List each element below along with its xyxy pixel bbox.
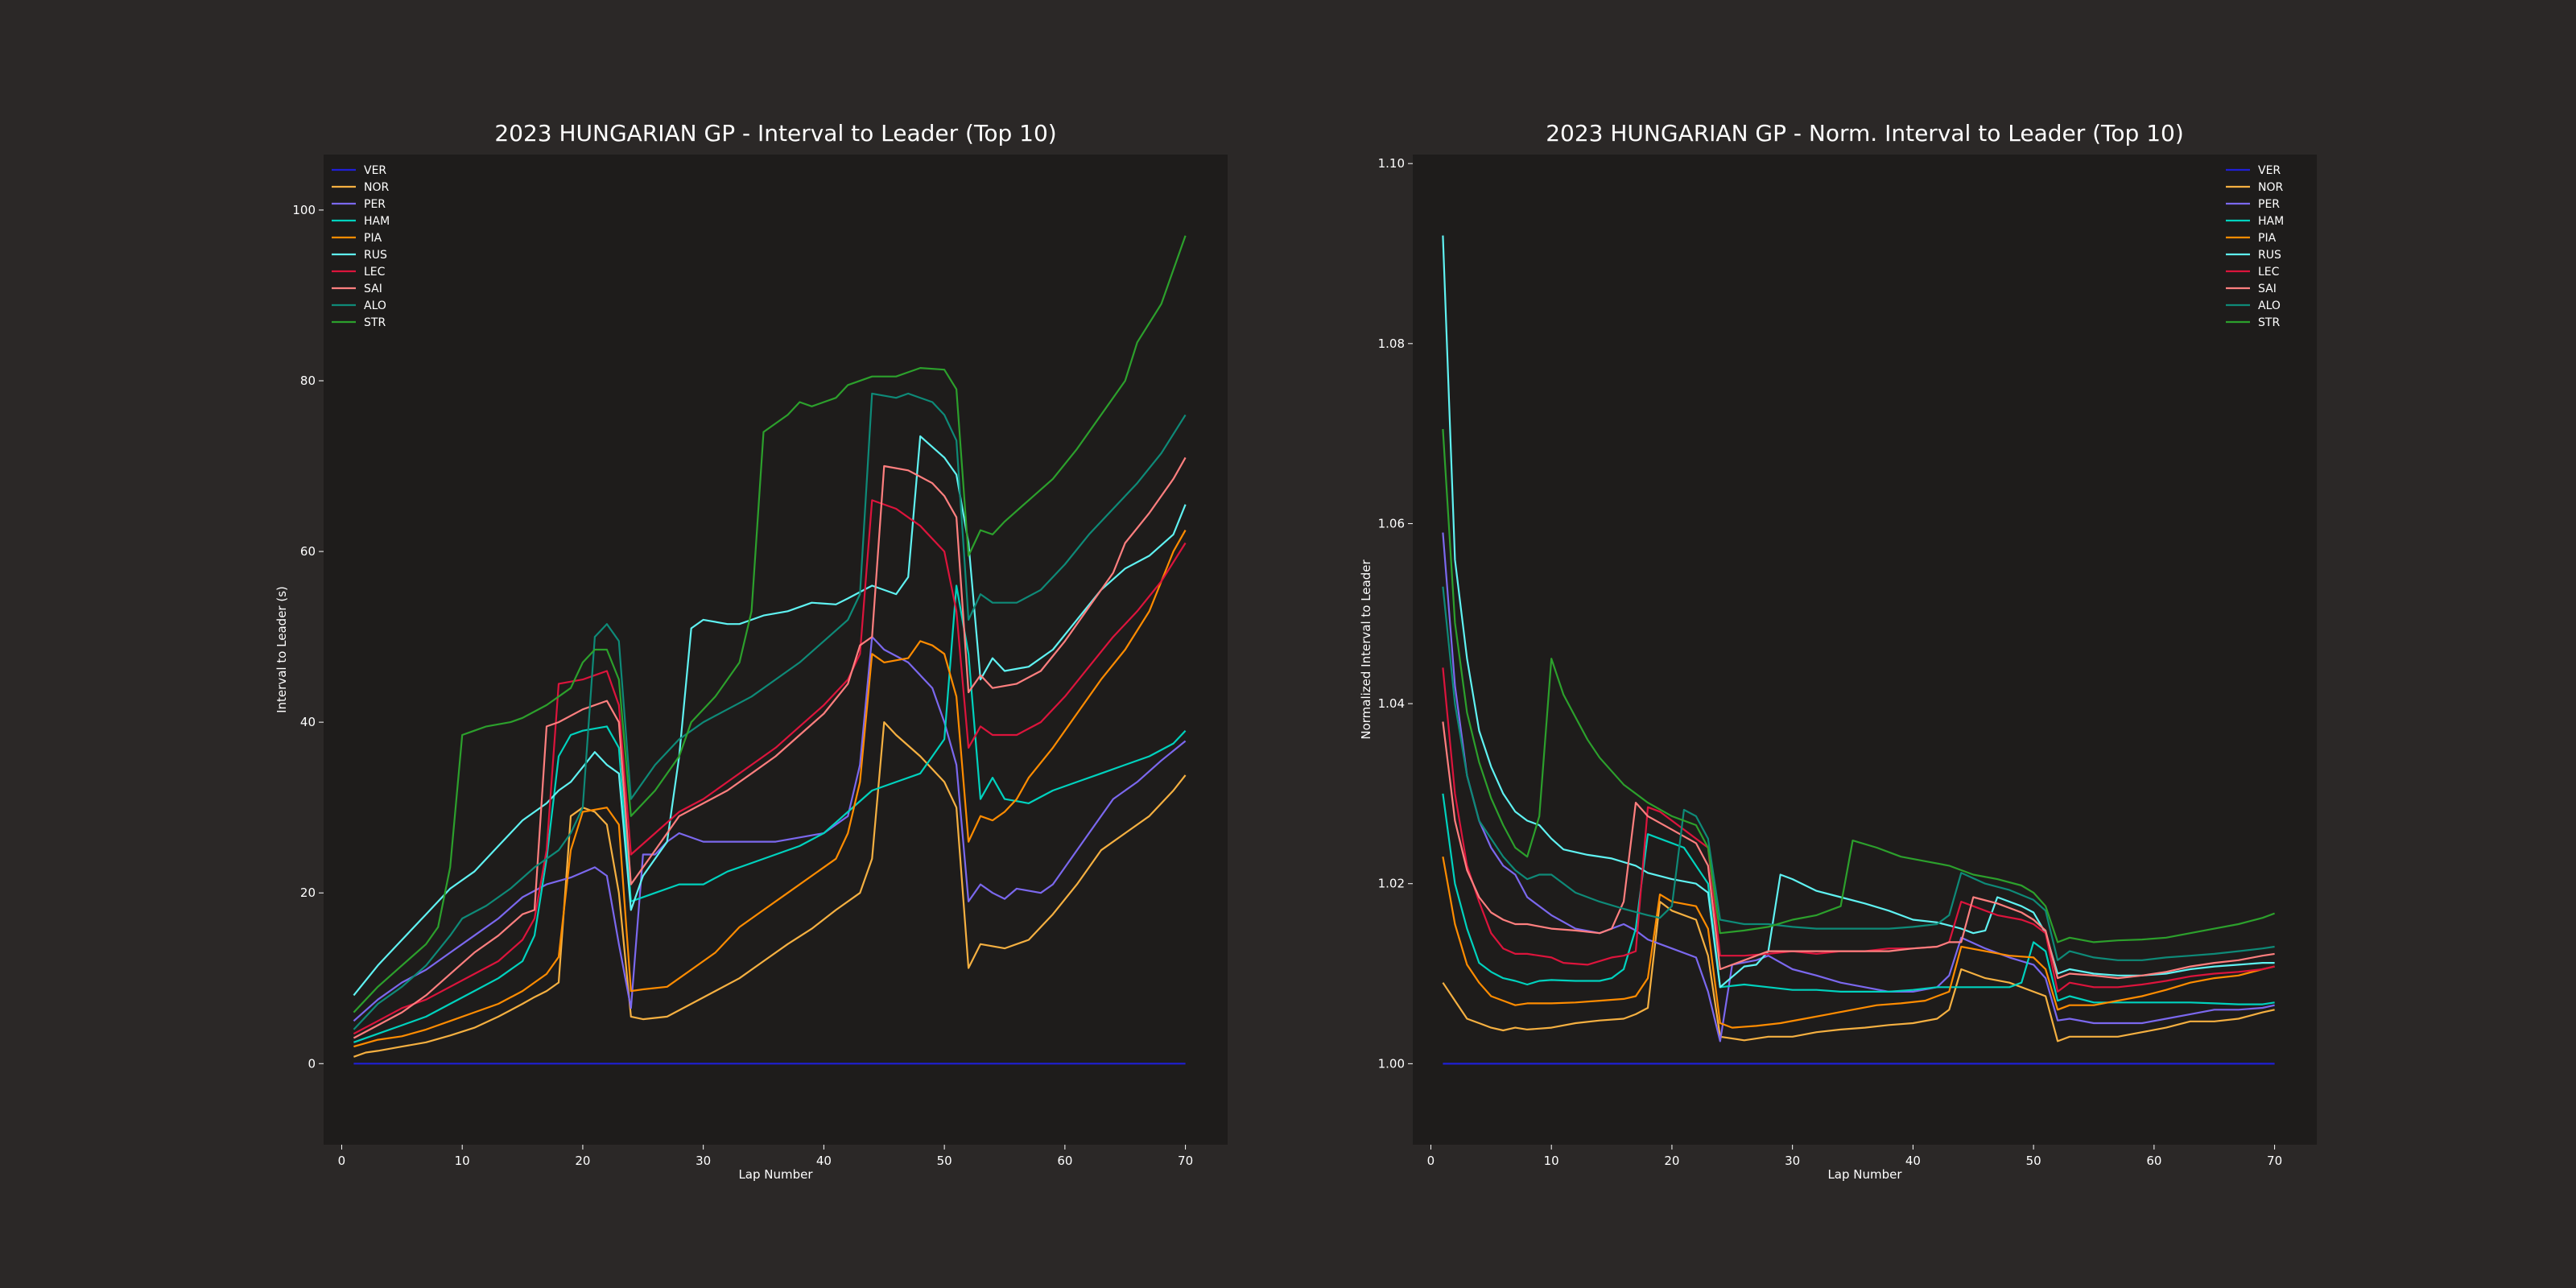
interval-x-tick-label: 10: [455, 1154, 470, 1168]
normalized-interval-x-tick-label: 60: [2146, 1154, 2161, 1168]
interval-legend-label-nor: NOR: [364, 181, 389, 194]
interval-chart-y-axis-label: Interval to Leader (s): [275, 586, 289, 713]
interval-x-tick-label: 40: [816, 1154, 832, 1168]
interval-series-line-sai: [353, 456, 1187, 1039]
normalized-interval-legend-label-rus: RUS: [2258, 249, 2281, 262]
interval-y-tick-label: 60: [300, 544, 316, 559]
interval-x-tick-label: 0: [338, 1154, 346, 1168]
normalized-interval-y-tick-label: 1.10: [1378, 156, 1405, 171]
interval-series-line-lec: [353, 499, 1187, 1035]
interval-legend-label-per: PER: [364, 198, 386, 211]
interval-chart-title: 2023 HUNGARIAN GP - Interval to Leader (…: [494, 120, 1056, 147]
interval-legend-label-rus: RUS: [364, 249, 387, 262]
normalized-interval-chart-lines: [1442, 235, 2275, 1065]
normalized-interval-y-tick-label: 1.02: [1378, 877, 1405, 891]
interval-legend-label-ham: HAM: [364, 215, 390, 228]
interval-x-tick-label: 70: [1178, 1154, 1193, 1168]
interval-series-line-nor: [353, 721, 1187, 1058]
interval-y-tick-label: 20: [300, 886, 316, 900]
normalized-interval-x-tick-label: 20: [1664, 1154, 1679, 1168]
normalized-interval-legend-label-alo: ALO: [2258, 299, 2281, 312]
normalized-interval-y-tick-label: 1.00: [1378, 1056, 1405, 1071]
normalized-interval-chart-plot-area: [1413, 155, 2317, 1145]
normalized-interval-legend-label-sai: SAI: [2258, 283, 2277, 295]
normalized-interval-legend-label-lec: LEC: [2258, 266, 2280, 279]
normalized-interval-y-tick-label: 1.08: [1378, 336, 1405, 351]
normalized-interval-y-tick-label: 1.06: [1378, 516, 1405, 530]
interval-chart-x-axis-label: Lap Number: [738, 1167, 813, 1182]
normalized-interval-series-line-lec: [1442, 667, 2275, 993]
interval-y-tick-label: 40: [300, 715, 316, 729]
interval-legend-label-ver: VER: [364, 164, 386, 177]
normalized-interval-legend-label-nor: NOR: [2258, 181, 2283, 194]
interval-x-tick-label: 30: [696, 1154, 711, 1168]
normalized-interval-x-tick-label: 10: [1544, 1154, 1559, 1168]
normalized-interval-legend-label-per: PER: [2258, 198, 2280, 211]
interval-chart-plot-area: [324, 155, 1228, 1145]
normalized-interval-chart-ticks: 0 10 20 30 40 50 60 70 1.00 1.02 1.04 1.06 1.08 1.10: [1378, 156, 2283, 1168]
normalized-interval-chart: 2023 HUNGARIAN GP - Norm. Interval to Le…: [1359, 120, 2317, 1182]
normalized-interval-legend-label-ver: VER: [2258, 164, 2281, 177]
interval-y-tick-label: 0: [308, 1056, 316, 1071]
normalized-interval-y-tick-label: 1.04: [1378, 696, 1405, 711]
interval-series-line-rus: [353, 435, 1187, 997]
normalized-interval-x-tick-label: 50: [2026, 1154, 2041, 1168]
normalized-interval-legend-label-ham: HAM: [2258, 215, 2284, 228]
interval-legend-label-lec: LEC: [364, 266, 386, 279]
normalized-interval-x-tick-label: 40: [1905, 1154, 1921, 1168]
normalized-interval-series-line-per: [1442, 532, 2275, 1042]
interval-legend-label-pia: PIA: [364, 232, 382, 245]
interval-series-line-ham: [353, 584, 1187, 1043]
normalized-interval-series-line-pia: [1442, 857, 2275, 1029]
normalized-interval-x-tick-label: 70: [2267, 1154, 2282, 1168]
normalized-interval-legend-label-str: STR: [2258, 316, 2280, 329]
interval-y-tick-label: 80: [300, 374, 316, 388]
normalized-interval-legend-label-pia: PIA: [2258, 232, 2277, 245]
interval-legend-label-alo: ALO: [364, 299, 386, 312]
interval-series-line-str: [353, 235, 1187, 1013]
interval-chart: 2023 HUNGARIAN GP - Interval to Leader (…: [275, 120, 1228, 1182]
interval-x-tick-label: 50: [937, 1154, 952, 1168]
normalized-interval-chart-legend: VER NOR PER HAM PIA RUS LEC SAI ALO STR: [2226, 164, 2284, 329]
normalized-interval-chart-title: 2023 HUNGARIAN GP - Norm. Interval to Le…: [1546, 120, 2184, 147]
normalized-interval-chart-y-axis-label: Normalized Interval to Leader: [1359, 559, 1373, 740]
interval-chart-lines: [353, 235, 1187, 1065]
normalized-interval-x-tick-label: 0: [1427, 1154, 1435, 1168]
normalized-interval-series-line-sai: [1442, 721, 2275, 980]
interval-legend-label-sai: SAI: [364, 283, 382, 295]
interval-series-line-pia: [353, 530, 1187, 1048]
normalized-interval-series-line-str: [1442, 428, 2275, 943]
normalized-interval-x-tick-label: 30: [1785, 1154, 1800, 1168]
normalized-interval-chart-x-axis-label: Lap Number: [1827, 1167, 1902, 1182]
interval-series-line-alo: [353, 392, 1187, 1030]
interval-chart-legend: VER NOR PER HAM PIA RUS LEC SAI ALO STR: [332, 164, 390, 329]
interval-y-tick-label: 100: [292, 203, 316, 217]
interval-x-tick-label: 60: [1057, 1154, 1072, 1168]
interval-chart-ticks: 0 10 20 30 40 50 60 70 0 20 40 60 80 100: [292, 203, 1193, 1168]
interval-legend-label-str: STR: [364, 316, 386, 329]
normalized-interval-series-line-alo: [1442, 586, 2275, 961]
interval-series-line-per: [353, 636, 1187, 1022]
interval-x-tick-label: 20: [575, 1154, 590, 1168]
normalized-interval-series-line-nor: [1442, 901, 2275, 1042]
